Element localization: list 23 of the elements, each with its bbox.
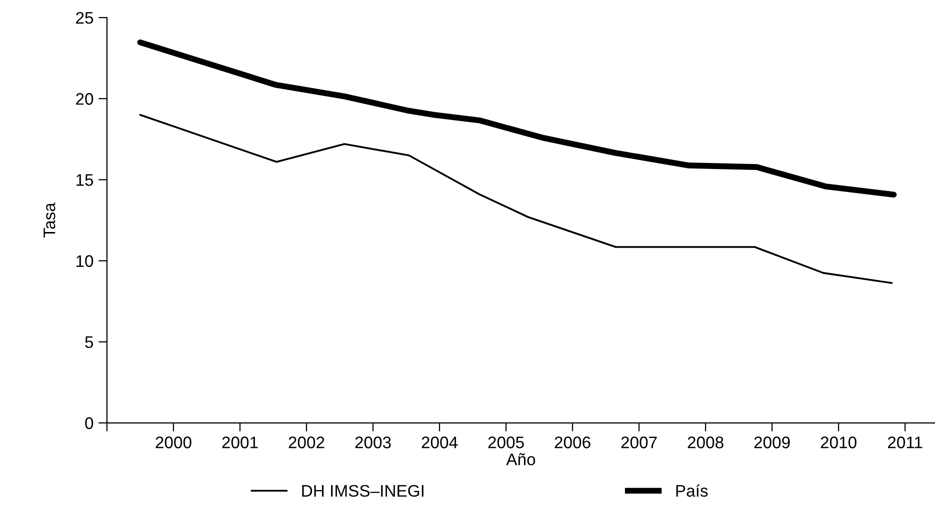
x-tick-label: 2002 [288,436,324,448]
x-tick-label: 2005 [488,436,524,448]
y-tick-label: 20 [76,93,94,105]
y-tick-label: 5 [85,336,94,348]
y-tick-label: 10 [76,255,94,267]
x-tick-label: 2009 [754,436,790,448]
y-axis-title: Tasa [44,202,56,238]
x-tick-label: 2006 [554,436,590,448]
y-tick-label: 15 [76,174,94,186]
x-tick-label: 2008 [688,436,724,448]
y-tick-label: 0 [85,417,94,430]
x-tick-label: 2010 [820,436,856,448]
legend-label: País [676,484,708,497]
x-tick-label: 2003 [355,436,391,448]
x-tick-label: 2007 [621,436,657,448]
y-tick-label: 25 [76,12,94,24]
x-tick-label: 2000 [156,436,192,448]
x-axis-title: Año [506,453,536,466]
x-tick-label: 2001 [222,436,258,448]
legend-label: DH IMSS–INEGI [302,484,424,497]
line-series [139,114,893,284]
x-tick-label: 2011 [888,436,922,448]
x-tick-label: 2004 [422,436,458,448]
